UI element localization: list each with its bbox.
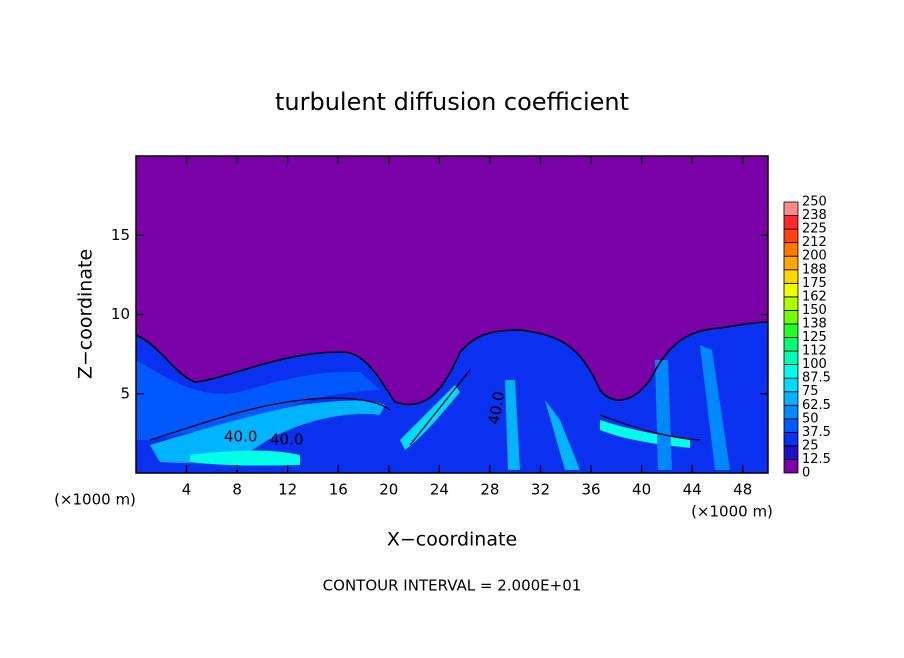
colorbar-label: 225 xyxy=(802,222,827,237)
x-tick-label: 28 xyxy=(480,481,499,499)
colorbar-label: 150 xyxy=(802,303,827,318)
chart-title: turbulent diffusion coefficient xyxy=(275,88,629,116)
x-tick-label: 8 xyxy=(232,481,242,499)
colorbar-swatch xyxy=(783,269,799,284)
x-tick-label: 32 xyxy=(531,481,550,499)
colorbar-label: 87.5 xyxy=(802,371,831,386)
colorbar-swatch xyxy=(783,418,799,433)
colorbar-swatch xyxy=(783,377,799,393)
colorbar-swatch xyxy=(783,282,799,298)
x-tick-label: 4 xyxy=(182,481,192,499)
x-axis-label: X−coordinate xyxy=(387,529,517,551)
colorbar-label: 50 xyxy=(802,411,819,426)
field-streak xyxy=(136,360,380,440)
colorbar-swatch xyxy=(783,215,799,230)
colorbar-label: 62.5 xyxy=(802,398,831,413)
colorbar-label: 125 xyxy=(802,330,827,345)
colorbar-swatch xyxy=(783,309,799,325)
colorbar-label: 250 xyxy=(802,195,827,210)
colorbar-label: 75 xyxy=(802,384,819,399)
y-tick-label: 15 xyxy=(111,226,130,244)
x-tick-label: 44 xyxy=(683,481,702,499)
colorbar-label: 25 xyxy=(802,438,819,453)
colorbar-swatch xyxy=(783,337,799,352)
colorbar-label: 138 xyxy=(802,316,827,331)
field-streak xyxy=(150,400,385,463)
colorbar-swatch xyxy=(783,431,799,447)
colorbar-swatch xyxy=(783,255,799,271)
colorbar-swatch xyxy=(783,445,799,460)
colorbar-swatch xyxy=(783,296,799,311)
colorbar-label: 112 xyxy=(802,344,827,359)
x-tick-label: 36 xyxy=(581,481,600,499)
y-unit: (×1000 m) xyxy=(54,491,136,509)
colorbar-swatch xyxy=(783,350,799,365)
x-tick-label: 12 xyxy=(278,481,297,499)
x-tick-label: 20 xyxy=(379,481,398,499)
footer-note: CONTOUR INTERVAL = 2.000E+01 xyxy=(323,577,582,595)
x-tick-label: 48 xyxy=(733,481,752,499)
x-tick-label: 24 xyxy=(430,481,449,499)
colorbar-label: 212 xyxy=(802,235,827,250)
y-axis-label: Z−coordinate xyxy=(75,249,97,379)
colorbar-label: 175 xyxy=(802,276,827,291)
colorbar-label: 12.5 xyxy=(802,452,831,467)
contour-label: 40.0 xyxy=(485,390,509,426)
x-tick-label: 16 xyxy=(329,481,348,499)
colorbar-swatch xyxy=(783,364,799,379)
colorbar-swatch xyxy=(783,201,799,216)
contour-label: 40.0 xyxy=(224,428,257,446)
contour-line xyxy=(135,321,769,406)
field xyxy=(135,156,769,473)
colorbar-swatch xyxy=(783,404,799,420)
contour-line xyxy=(149,369,701,446)
colorbar-swatch xyxy=(783,391,799,406)
field-streak xyxy=(190,450,300,466)
field-streak xyxy=(505,380,580,470)
x-unit: (×1000 m) xyxy=(691,503,773,521)
colorbar-label: 238 xyxy=(802,208,827,223)
y-tick-label: 5 xyxy=(120,384,130,402)
colorbar-label: 37.5 xyxy=(802,425,831,440)
colorbar-label: 188 xyxy=(802,262,827,277)
contour-label: 40.0 xyxy=(270,431,303,449)
y-tick-label: 10 xyxy=(111,305,130,323)
colorbar-swatch xyxy=(783,242,799,257)
colorbar-label: 100 xyxy=(802,357,827,372)
colorbar-label: 200 xyxy=(802,249,827,264)
x-tick-label: 40 xyxy=(632,481,651,499)
colorbar-label: 0 xyxy=(802,466,810,481)
colorbar-swatch xyxy=(783,228,799,244)
colorbar-label: 162 xyxy=(802,289,827,304)
field-streak xyxy=(655,345,730,470)
colorbar-swatch xyxy=(783,323,799,338)
colorbar-swatch xyxy=(783,459,799,474)
